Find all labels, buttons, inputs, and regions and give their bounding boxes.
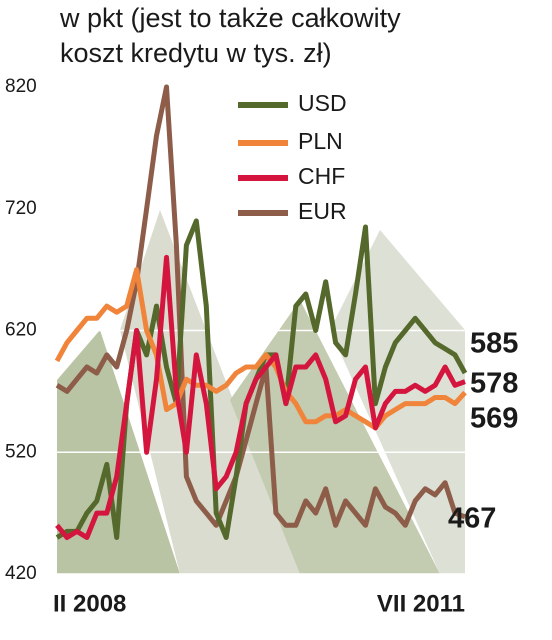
legend-label: USD [298,90,347,116]
legend-label: PLN [298,128,343,154]
legend-label: CHF [298,163,345,189]
y-tick-label: 620 [5,320,37,341]
end-label: 578 [470,368,518,400]
x-tick-label: VII 2011 [377,590,465,617]
legend-label: EUR [298,198,347,224]
x-tick-label: II 2008 [53,590,126,617]
series-line [55,84,466,528]
title-line: koszt kredytu w tys. zł) [60,38,332,68]
series-line [55,254,466,540]
end-label: 585 [470,328,518,360]
y-tick-label: 720 [5,198,37,219]
y-tick-label: 420 [5,563,37,584]
series-line [54,267,467,431]
title-line: w pkt (jest to także całkowity [59,3,401,33]
end-label: 467 [448,503,496,535]
y-tick-label: 820 [5,76,37,97]
end-label: 569 [470,403,518,435]
y-tick-label: 520 [5,441,37,462]
